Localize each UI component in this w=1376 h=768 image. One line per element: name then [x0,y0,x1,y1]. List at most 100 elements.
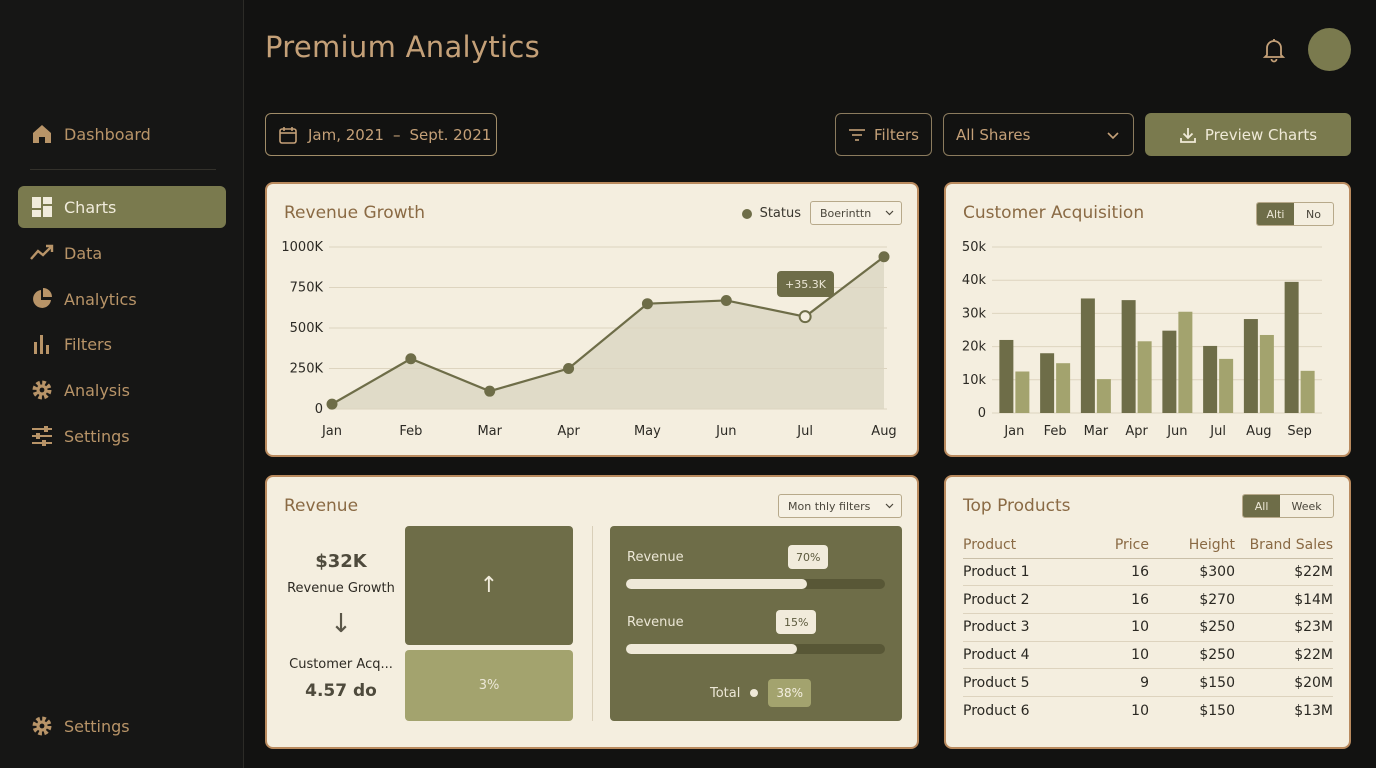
download-icon [1179,126,1197,144]
sidebar-item-settings[interactable]: Settings [18,415,226,457]
table-cell: $270 [1149,585,1235,614]
x-tick-label: Jan [321,424,342,439]
table-cell: Product 4 [963,641,1085,670]
table-cell: 16 [1085,558,1149,587]
x-tick-label: Jun [1166,424,1187,439]
x-tick-label: Jul [796,424,813,439]
data-point [326,398,338,410]
customer-acquisition-card: Customer Acquisition Alti No 50k 40k 30k 20… [944,182,1351,457]
toggle-option-alti[interactable]: Alti [1257,203,1295,225]
calendar-icon [278,125,298,145]
toggle-option-week[interactable]: Week [1291,499,1322,513]
total-dot [750,689,759,697]
sidebar-divider [30,169,216,170]
x-tick-label: Aug [871,424,896,439]
table-cell: 10 [1085,641,1149,670]
products-table: Product Price Height Brand Sales Product… [963,532,1333,724]
bar-label: Revenue [627,615,684,630]
table-cell: Product 1 [963,558,1085,587]
date-range-picker[interactable]: Jam, 2021 – Sept. 2021 [265,113,497,156]
date-separator: – [392,125,401,144]
preview-charts-button[interactable]: Preview Charts [1145,113,1351,156]
filters-button[interactable]: Filters [835,113,932,156]
sidebar-item-label: Data [64,243,103,263]
x-tick-label: Mar [1084,424,1109,439]
total-label: Total [710,685,741,701]
bar [1096,379,1111,413]
progress-fill [626,644,797,654]
y-tick-label: 30k [962,306,987,321]
column-header: Price [1085,532,1149,559]
bell-icon[interactable] [1262,37,1286,63]
bar-badge-value: 70% [796,550,821,564]
bar [1219,358,1234,413]
progress-track [626,644,885,654]
table-header-row: Product Price Height Brand Sales [963,532,1333,559]
table-cell: 16 [1085,585,1149,614]
sidebar-item-filters[interactable]: Filters [18,323,226,365]
bar [1162,330,1177,413]
gear-icon [30,378,54,402]
page-title: Premium Analytics [265,30,541,64]
bar-label: Revenue [627,550,684,565]
table-row[interactable]: Product 6 10 $150 $13M [963,696,1333,724]
bar-badge: 15% [776,610,817,634]
x-tick-label: Jul [1209,424,1226,439]
bar [1178,311,1193,413]
monthly-filters-select[interactable]: Mon thly filters [778,494,902,518]
chevron-down-icon [885,210,894,216]
table-cell: $13M [1294,702,1333,719]
bar [1056,363,1071,413]
sidebar-item-analytics[interactable]: Analytics [18,278,226,320]
sidebar-item-label: Dashboard [64,124,151,144]
x-tick-label: Jan [1003,424,1024,439]
table-row[interactable]: Product 5 9 $150 $20M [963,668,1333,697]
table-cell: $20M [1235,668,1333,697]
x-tick-label: May [634,424,661,439]
tooltip-value: +35.3K [785,277,826,291]
toggle-option-no[interactable]: No [1306,207,1321,221]
card-title: Top Products [963,496,1071,516]
table-row[interactable]: Product 3 10 $250 $23M [963,613,1333,642]
shares-select[interactable]: All Shares [943,113,1134,156]
revenue-amount: $32K [315,551,367,572]
chart-tooltip: +35.3K [777,271,834,297]
area-fill [332,256,884,409]
percent-tile: 3% [405,650,573,721]
data-point [484,385,496,397]
x-tick-label: Feb [399,424,422,439]
y-tick-label: 0 [978,406,986,421]
table-cell: $300 [1149,558,1235,587]
bar [1300,370,1315,413]
x-tick-label: Apr [557,424,580,439]
sidebar-footer-settings[interactable]: Settings [18,705,226,747]
card-title: Revenue [284,496,359,516]
y-tick-label: 500K [290,321,324,336]
table-cell: $14M [1235,585,1333,614]
filter-lines-icon [848,128,866,142]
x-tick-label: Feb [1044,424,1067,439]
table-row[interactable]: Product 2 16 $270 $14M [963,585,1333,614]
card-title: Revenue Growth [284,203,425,223]
sidebar-item-analysis[interactable]: Analysis [18,369,226,411]
bar [999,339,1014,413]
table-row[interactable]: Product 4 10 $250 $22M [963,641,1333,670]
products-toggle: All Week [1242,494,1334,518]
toggle-option-all[interactable]: All [1243,495,1281,517]
trend-icon [30,241,54,265]
status-select[interactable]: Boerinttn [810,201,902,225]
sidebar-item-dashboard[interactable]: Dashboard [18,113,226,155]
data-point [405,353,417,365]
table-row[interactable]: Product 1 16 $300 $22M [963,558,1333,587]
y-tick-label: 50k [962,240,987,255]
revenue-growth-chart: 1000K 750K 500K 250K 0 Jan Feb Mar Apr May Jun Jul A… [281,240,896,439]
total-row: Total 38% [710,679,812,707]
table-cell: Product 5 [963,668,1085,697]
sidebar-item-charts[interactable]: Charts [18,186,226,228]
sidebar-item-data[interactable]: Data [18,232,226,274]
status-select-value: Boerinttn [820,206,872,220]
sidebar: Dashboard Charts Data Analytics Filters … [0,0,244,768]
avatar[interactable] [1308,28,1351,71]
table-cell: $22M [1235,558,1333,587]
bar [1259,334,1274,413]
